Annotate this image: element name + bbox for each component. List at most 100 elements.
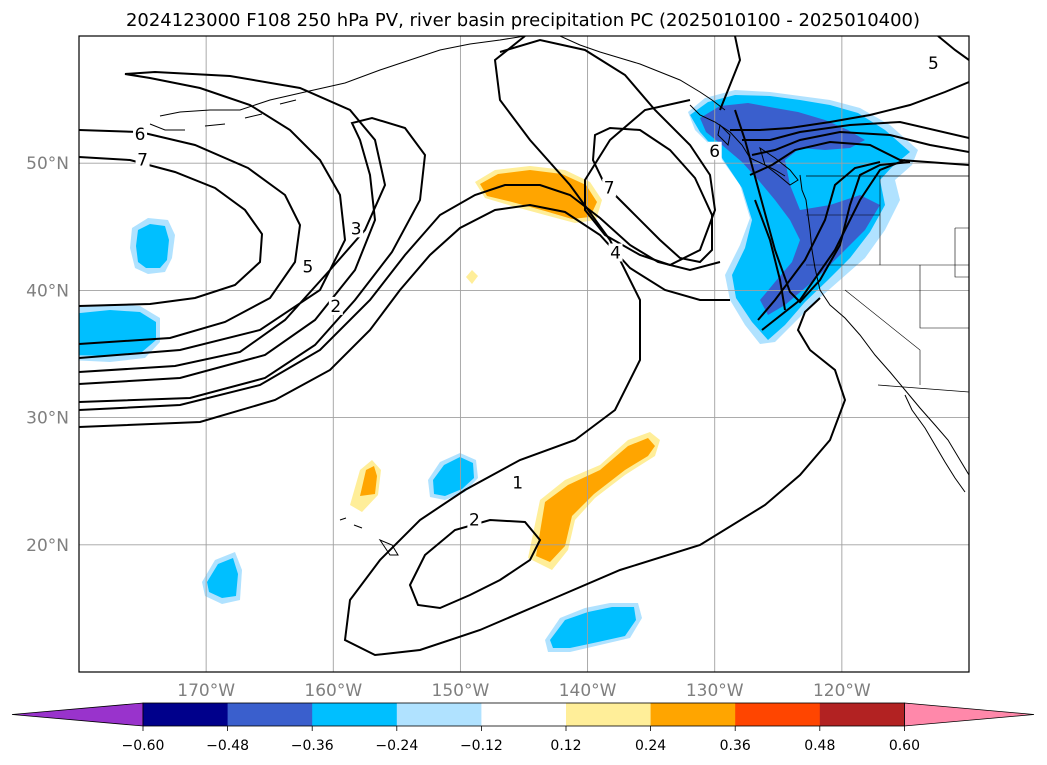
lon-tick-label: 120°W	[813, 681, 871, 701]
coastlines	[149, 36, 969, 556]
colorbar-tick-label: −0.12	[460, 738, 503, 754]
contour-label-bg	[328, 296, 343, 315]
coastline-haida-gwaii	[717, 123, 731, 147]
contour-label-bg	[926, 53, 941, 72]
border-us-mexico	[877, 384, 969, 393]
colorbar-tick-label: 0.24	[635, 738, 666, 754]
colorbar-tick-label: 0.48	[804, 738, 835, 754]
lon-tick-label: 140°W	[559, 681, 617, 701]
pv-contour-5-south-west	[79, 70, 387, 373]
coastline-baja	[904, 394, 966, 493]
axis-tick-labels: 170°W 160°W 150°W 140°W 130°W 120°W 20°N 30°N 40…	[26, 154, 871, 701]
pv-contour-4-west	[79, 116, 427, 403]
contour-label-bg	[602, 178, 617, 197]
pv-contour-6-west	[79, 129, 302, 345]
pv-contour-east-3	[751, 130, 969, 156]
shade-west-coast-strong	[700, 103, 880, 315]
contour-label: 5	[928, 54, 939, 74]
colorbar-tick-label: −0.48	[206, 738, 249, 754]
lon-tick-label: 170°W	[177, 681, 235, 701]
colorbar-tick-label: 0.60	[889, 738, 920, 754]
pv-contours	[79, 36, 969, 657]
colorbar-extend-max	[904, 702, 1035, 727]
contour-label-bg	[300, 257, 315, 276]
pv-contour-cal-a	[754, 159, 906, 331]
colorbar-segment	[566, 703, 652, 726]
contour-label-bg	[133, 125, 148, 144]
hawaii-island-1	[378, 538, 399, 556]
pv-contour-east-2	[749, 140, 969, 176]
lat-tick-label: 50°N	[26, 154, 69, 174]
contour-label: 2	[469, 511, 480, 531]
contour-label-bg	[135, 150, 150, 169]
coastline-bc	[689, 104, 786, 177]
contour-label: 1	[512, 474, 523, 494]
shade-nw-mid	[136, 224, 169, 268]
contour-label: 2	[330, 297, 341, 317]
map-frame	[78, 35, 970, 673]
pv-contour-east-4	[742, 120, 969, 141]
colorbar: −0.60 −0.48 −0.36 −0.24 −0.12 0.12 0.24 0.36 0.4…	[11, 702, 1035, 754]
lon-tick-label: 130°W	[686, 681, 744, 701]
shade-orange-small	[360, 466, 377, 496]
colorbar-segment	[735, 703, 821, 726]
lon-tick-label: 150°W	[432, 681, 490, 701]
pv-contour-east-1	[937, 36, 969, 61]
contour-label: 5	[302, 258, 313, 278]
pv-contour-cal-d	[757, 161, 881, 321]
colorbar-tick-label: 0.36	[720, 738, 751, 754]
lon-tick-label: 160°W	[304, 681, 362, 701]
contour-label: 7	[604, 179, 615, 199]
contour-label: 3	[351, 219, 362, 239]
contour-label-bg	[510, 473, 525, 492]
pv-contour-trough	[499, 38, 717, 267]
contour-label: 6	[709, 142, 720, 162]
colorbar-tick-label: 0.12	[550, 738, 581, 754]
colorbar-segment	[650, 703, 736, 726]
pv-contour-2-west	[79, 203, 730, 428]
contour-label: 7	[137, 151, 148, 171]
shade-west-edge-mid	[79, 310, 156, 356]
contour-label: 6	[135, 125, 146, 145]
lat-tick-label: 40°N	[26, 281, 69, 301]
shade-south-mid	[550, 607, 636, 648]
precip-shading	[79, 90, 918, 652]
pv-contour-2-loop	[408, 518, 542, 610]
pv-contour-3-west	[79, 184, 721, 411]
colorbar-tick-label: −0.24	[375, 738, 418, 754]
colorbar-segment	[143, 703, 229, 726]
border-states	[806, 176, 969, 385]
contour-label-bg	[349, 219, 364, 238]
coastline-gulf-alaska	[559, 36, 726, 111]
coastline-alaska	[159, 36, 526, 117]
colorbar-extend-min	[11, 702, 144, 727]
colorbar-segment	[312, 703, 398, 726]
contour-label-bg	[608, 243, 623, 262]
shade-hawaii-north-mid	[433, 457, 474, 496]
colorbar-tick-label: −0.60	[122, 738, 165, 754]
colorbar-tick-label: −0.36	[291, 738, 334, 754]
pv-contour-7-west	[79, 156, 264, 307]
lat-tick-label: 20°N	[26, 536, 69, 556]
coastline-aleutians	[149, 99, 297, 131]
lat-tick-label: 30°N	[26, 409, 69, 429]
shade-sw-mid	[207, 558, 238, 598]
contour-label-bg	[707, 141, 722, 160]
colorbar-segment	[227, 703, 313, 726]
pv-contour-1-loop	[343, 36, 847, 657]
shade-dot-yellow	[466, 270, 478, 284]
pv-contour-east-5	[730, 81, 969, 131]
pv-contour-cal-b	[734, 109, 911, 304]
shade-orange-diag	[536, 438, 655, 562]
pv-contour-cal-c	[719, 36, 742, 111]
contour-label: 4	[610, 244, 621, 264]
hawaii-island-2	[339, 517, 363, 529]
colorbar-segment	[481, 703, 567, 726]
colorbar-segment	[396, 703, 482, 726]
colorbar-outline	[142, 702, 905, 727]
contour-label-bg	[467, 510, 482, 529]
colorbar-segment	[819, 703, 905, 726]
